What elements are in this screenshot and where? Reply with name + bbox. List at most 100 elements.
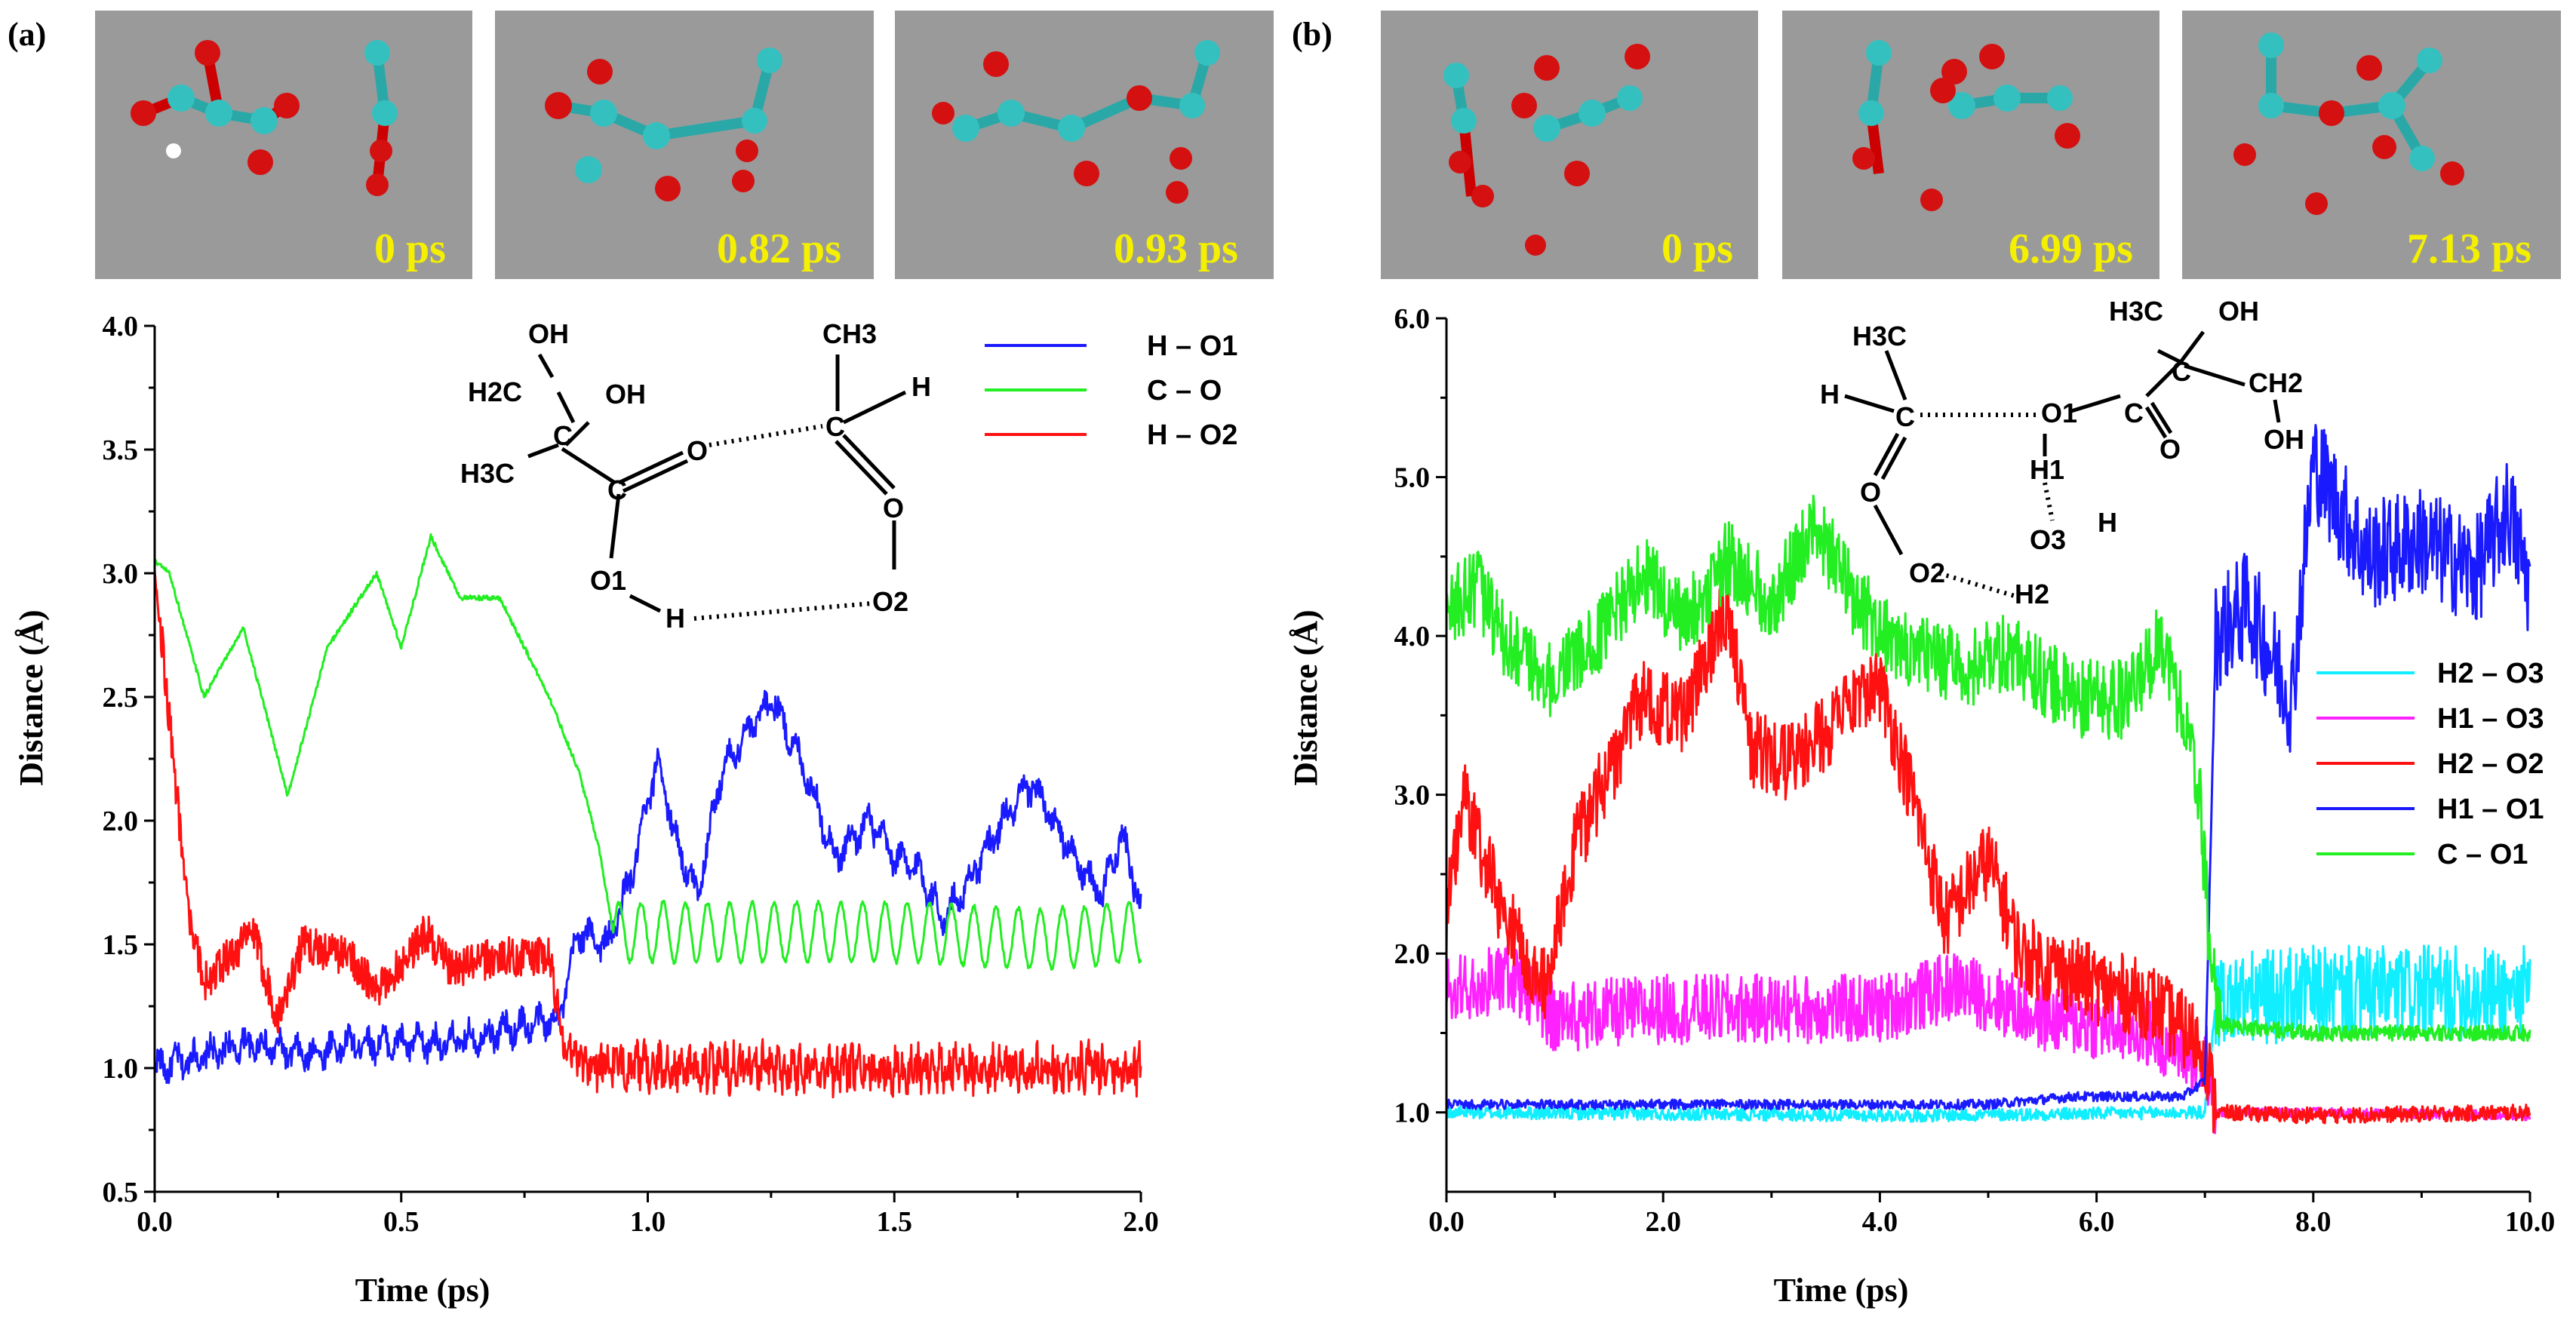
x-tick-label: 1.5	[877, 1206, 913, 1238]
molecule-a-2	[545, 48, 782, 201]
legend-label: C – O	[1147, 375, 1222, 407]
y-tick-label: 4.0	[1394, 621, 1431, 652]
chem-b-h3c-left: H3C	[1852, 321, 1907, 352]
molecule-b-1	[1443, 44, 1650, 256]
chem-b-h2: H2	[2015, 579, 2049, 609]
y-tick-label: 1.0	[103, 1053, 139, 1085]
y-tick-label: 6.0	[1394, 303, 1431, 335]
snapshot-b-2-time: 6.99 ps	[2009, 226, 2133, 272]
chem-a-o-right: O	[883, 493, 904, 523]
chem-a-c2: C	[607, 474, 627, 505]
chem-a-o1: O1	[590, 565, 626, 596]
x-tick-label: 2.0	[1645, 1206, 1681, 1238]
x-tick-label: 1.0	[630, 1206, 666, 1238]
legend-label: C – O1	[2437, 839, 2528, 870]
legend-label: H2 – O2	[2437, 748, 2544, 780]
y-tick-label: 3.5	[103, 434, 139, 466]
y-tick-label: 1.5	[103, 929, 139, 961]
snapshots-b: 0 ps 6.99 ps 7.13 ps	[1381, 11, 2561, 279]
chem-b-o-mid: O	[2159, 434, 2181, 465]
chem-a-h: H	[666, 603, 685, 634]
chart-b-xlabel: Time (ps)	[1774, 1272, 1909, 1309]
chem-b-o1: O1	[2041, 398, 2077, 428]
chart-b-ylabel: Distance (Å)	[1287, 609, 1324, 785]
molecule-b-3	[2233, 32, 2464, 215]
snapshot-b-2	[1782, 11, 2159, 279]
legend-label: H – O1	[1147, 330, 1237, 362]
molecule-b-2	[1852, 40, 2080, 211]
x-tick-label: 6.0	[2079, 1206, 2115, 1238]
snapshot-b-1-time: 0 ps	[1661, 226, 1733, 272]
chem-b-c-right: C	[2172, 356, 2191, 387]
snapshots-a: 0 ps 0.82 ps 0.93 ps	[95, 11, 1274, 279]
series-line-3	[153, 570, 1142, 1099]
x-tick-label: 10.0	[2505, 1206, 2556, 1238]
y-tick-label: 5.0	[1394, 462, 1431, 494]
y-tick-label: 1.0	[1394, 1098, 1431, 1129]
chart-a-legend: H – O1 C – O H – O2	[985, 330, 1237, 451]
chart-a-series-group	[153, 533, 1142, 1099]
y-tick-label: 3.0	[103, 558, 139, 590]
y-tick-label: 3.0	[1394, 780, 1431, 812]
chart-b-axes: 0.0 2.0 4.0 6.0 8.0 10.0 1.0 2.0 3.0 4.0 5.0 6.0	[1394, 303, 2556, 1238]
snapshot-a-2	[495, 11, 874, 279]
snapshot-a-3-time: 0.93 ps	[1114, 226, 1238, 272]
chem-b-c-mid: C	[2124, 398, 2144, 428]
chem-b-o3: O3	[2030, 524, 2066, 555]
snapshot-b-3-time: 7.13 ps	[2407, 226, 2531, 272]
snapshot-a-2-time: 0.82 ps	[717, 226, 841, 272]
legend-label: H1 – O3	[2437, 703, 2544, 735]
chem-a-h2: H	[911, 371, 931, 402]
chem-b-h: H	[1820, 379, 1840, 410]
chem-b-oh-bottom: OH	[2264, 424, 2304, 455]
chem-a-c3: C	[825, 411, 845, 442]
chem-a-o2: O2	[872, 586, 908, 617]
chem-b-h1: H1	[2030, 454, 2064, 485]
series-line-5	[1445, 494, 2531, 1042]
chem-b-oh-top: OH	[2218, 296, 2259, 327]
series-line-1	[153, 689, 1142, 1085]
chem-b-o2: O2	[1909, 557, 1945, 588]
molecule-a-3	[932, 40, 1220, 204]
chem-b-o-left: O	[1860, 477, 1881, 508]
snapshot-b-1	[1381, 11, 1758, 279]
chem-structure-a: OH H2C OH C H3C C O O1 H C CH3 H O O2	[460, 318, 931, 634]
chem-a-oh-mid: OH	[605, 379, 646, 410]
y-tick-label: 2.0	[103, 806, 139, 837]
x-tick-label: 0.0	[137, 1206, 173, 1238]
series-line-3	[1445, 569, 2531, 1134]
chem-b-h3c-right: H3C	[2109, 296, 2163, 327]
chem-a-o: O	[687, 435, 708, 466]
x-tick-label: 0.0	[1428, 1206, 1465, 1238]
y-tick-label: 4.0	[103, 311, 139, 342]
series-line-2	[1445, 944, 2531, 1134]
y-tick-label: 2.5	[103, 682, 139, 714]
series-line-4	[1445, 424, 2531, 1110]
y-tick-label: 2.0	[1394, 938, 1431, 970]
chart-a-axes: 0.0 0.5 1.0 1.5 2.00.51.01.52.02.53.03.54.0	[103, 311, 1159, 1238]
panel-b-label: (b)	[1292, 16, 1333, 53]
x-tick-label: 2.0	[1123, 1206, 1159, 1238]
chem-a-h3c: H3C	[460, 458, 515, 489]
legend-label: H – O2	[1147, 419, 1237, 451]
chem-b-c-left: C	[1895, 401, 1915, 432]
chart-b: 0.0 2.0 4.0 6.0 8.0 10.0 1.0 2.0 3.0 4.0 5.0 6.0 Ti…	[1287, 296, 2555, 1309]
panel-a-label: (a)	[8, 16, 46, 53]
chem-a-oh-top: OH	[528, 318, 569, 349]
y-tick-label: 0.5	[103, 1177, 139, 1208]
chart-a-ylabel: Distance (Å)	[13, 609, 50, 785]
legend-label: H2 – O3	[2437, 658, 2544, 689]
x-tick-label: 4.0	[1862, 1206, 1898, 1238]
chart-a-xlabel: Time (ps)	[355, 1272, 490, 1309]
series-line-1	[1445, 944, 2531, 1123]
chart-a: 0.0 0.5 1.0 1.5 2.00.51.01.52.02.53.03.54.0 …	[13, 311, 1237, 1309]
x-tick-label: 8.0	[2295, 1206, 2332, 1238]
chart-b-series-group	[1445, 424, 2531, 1134]
snapshot-a-1-time: 0 ps	[374, 226, 446, 272]
chem-structure-b: H3C H C O O2 O1 H1 O3 H H2 C O H3C OH C …	[1820, 296, 2304, 609]
chem-a-ch3: CH3	[822, 318, 877, 349]
chart-b-legend: H2 – O3 H1 – O3 H2 – O2 H1 – O1 C – O1	[2316, 658, 2544, 870]
snapshot-a-1	[95, 11, 472, 279]
legend-label: H1 – O1	[2437, 794, 2544, 825]
